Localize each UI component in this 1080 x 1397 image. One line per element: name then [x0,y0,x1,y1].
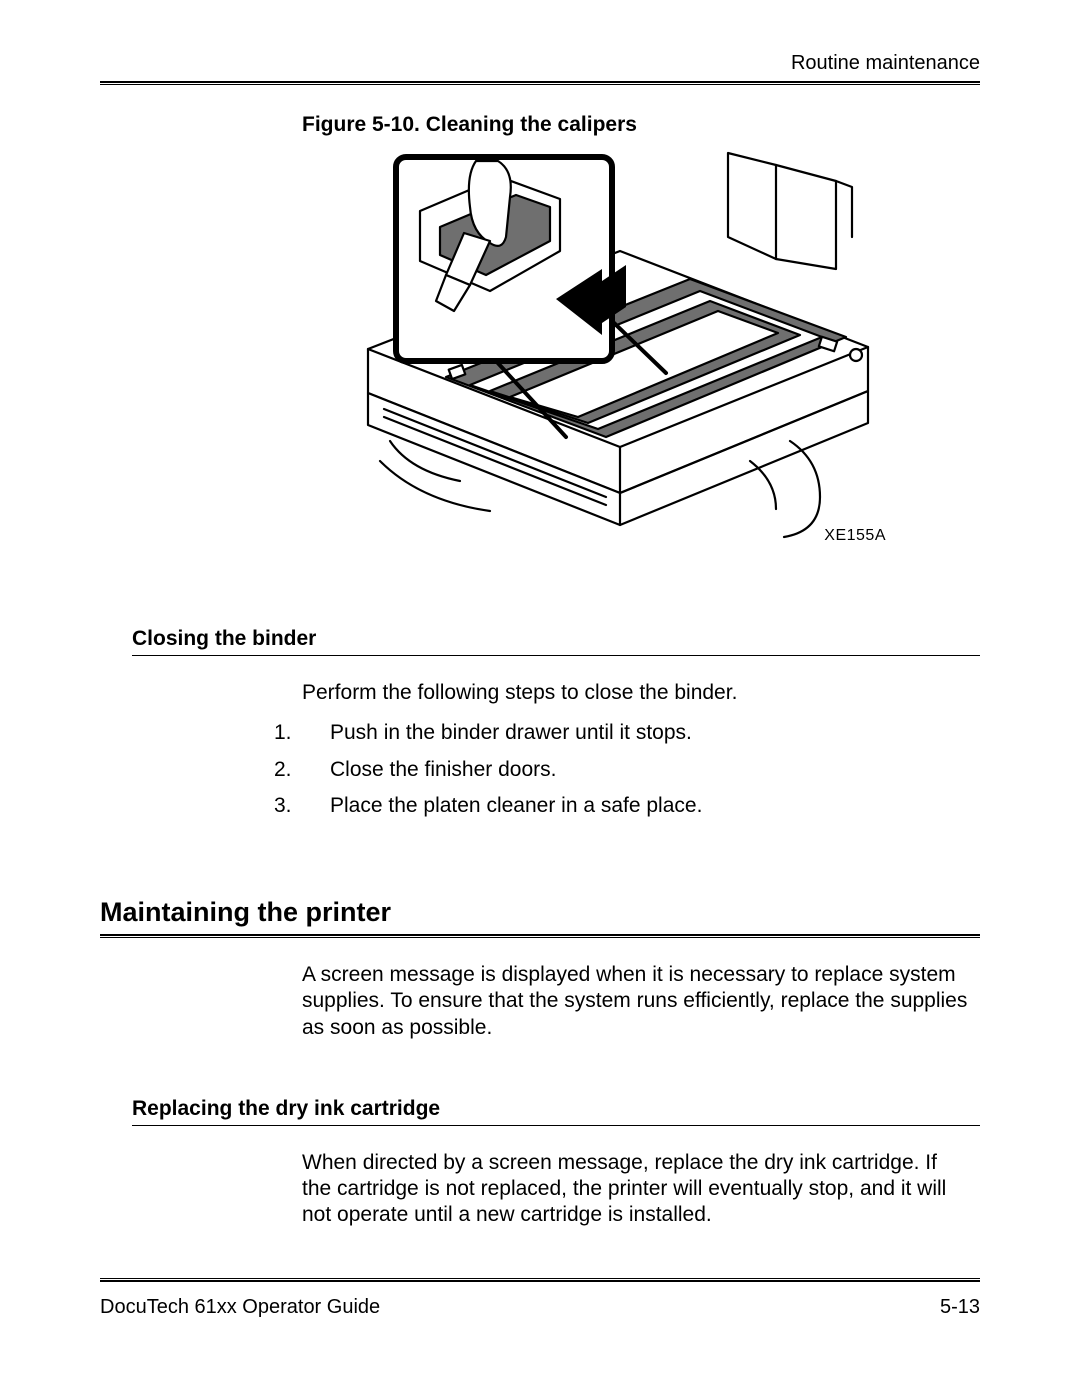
footer-rule-thick [100,1280,980,1282]
heading-closing-binder: Closing the binder [132,627,980,651]
maintaining-paragraph: A screen message is displayed when it is… [302,962,970,1041]
heading-rule [132,1125,980,1126]
header-rule-thin [100,84,980,85]
replacing-paragraph: When directed by a screen message, repla… [302,1150,970,1229]
closing-binder-steps: 1.Push in the binder drawer until it sto… [302,720,970,819]
step-text: Close the finisher doors. [330,758,556,781]
figure-illustration: XE155A [320,141,892,549]
list-item: 2.Close the finisher doors. [330,757,970,783]
figure-label: XE155A [824,527,886,545]
heading-replacing-cartridge: Replacing the dry ink cartridge [132,1097,980,1121]
footer-rule-thin [100,1278,980,1279]
footer-page-number: 5-13 [940,1296,980,1319]
page: Routine maintenance Figure 5-10. Cleanin… [0,0,1080,1397]
calipers-cleaning-svg [320,141,892,549]
figure-caption: Figure 5-10. Cleaning the calipers [302,113,980,137]
h2-rule-thick [100,934,980,936]
step-text: Place the platen cleaner in a safe place… [330,794,702,817]
footer-left: DocuTech 61xx Operator Guide [100,1296,380,1319]
running-head: Routine maintenance [100,52,980,75]
h2-rule-thin [100,937,980,938]
heading-maintaining-printer: Maintaining the printer [100,897,980,928]
closing-binder-intro: Perform the following steps to close the… [302,680,970,706]
heading-rule [132,655,980,656]
list-item: 1.Push in the binder drawer until it sto… [330,720,970,746]
list-item: 3.Place the platen cleaner in a safe pla… [330,793,970,819]
header-rule-thick [100,81,980,83]
page-footer: DocuTech 61xx Operator Guide 5-13 [100,1278,980,1319]
step-text: Push in the binder drawer until it stops… [330,721,692,744]
